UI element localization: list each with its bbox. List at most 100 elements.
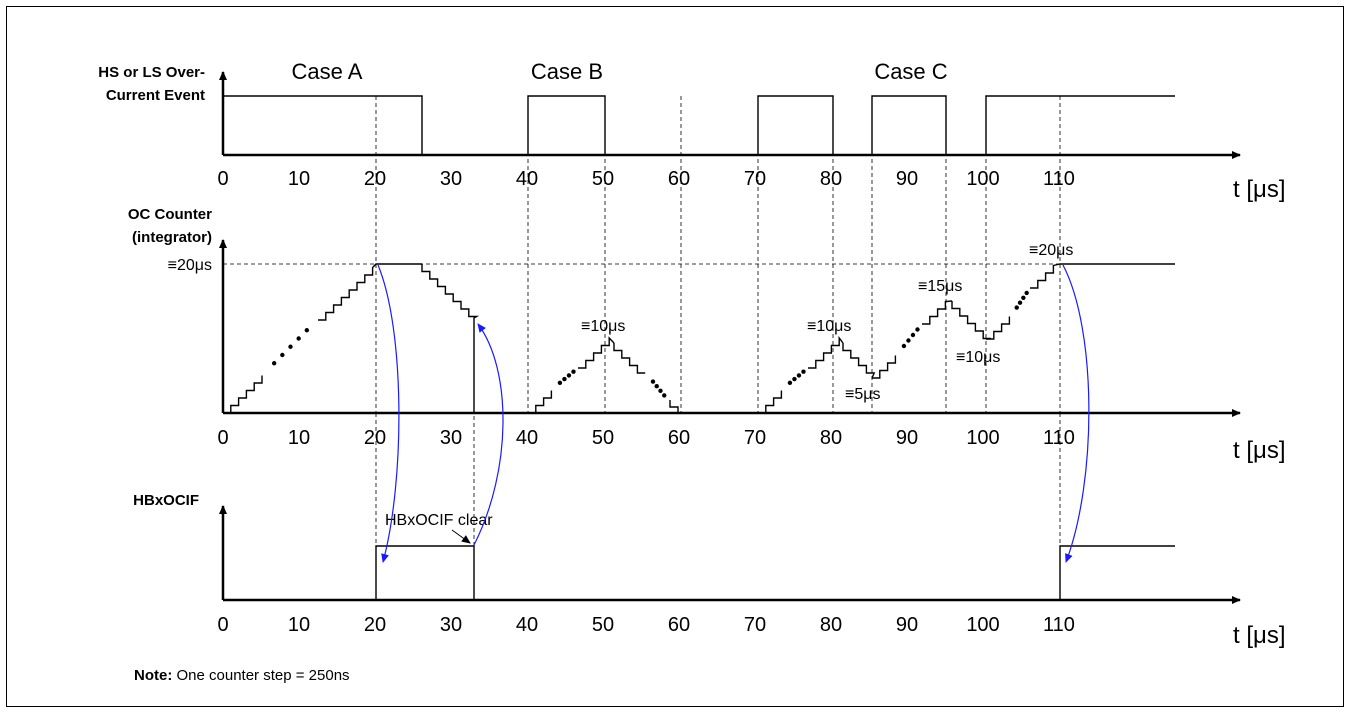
counter-max-label: ≡20μs bbox=[168, 257, 212, 274]
ellipsis-dot bbox=[571, 369, 576, 374]
footnote-text: One counter step = 250ns bbox=[172, 667, 349, 684]
bottom-x-unit: t [μs] bbox=[1233, 622, 1286, 649]
top-tick-labels: 0 10 20 30 40 50 60 70 80 90 100 110 bbox=[217, 168, 1075, 190]
top-ylabel-line2: Current Event bbox=[106, 87, 205, 104]
case-c-peak2-label: ≡15μs bbox=[918, 278, 962, 295]
ellipsis-dot bbox=[562, 376, 567, 382]
x-tick-label: 10 bbox=[288, 427, 310, 449]
middle-tick-labels: 0 10 20 30 40 50 60 70 80 90 100 110 bbox=[217, 427, 1075, 449]
oc-counter-trace bbox=[223, 263, 1175, 414]
x-tick-label: 30 bbox=[440, 614, 462, 636]
case-b-peak-label: ≡10μs bbox=[581, 318, 625, 335]
ellipsis-dot bbox=[304, 328, 310, 333]
top-x-unit: t [μs] bbox=[1233, 176, 1286, 203]
x-tick-label: 80 bbox=[820, 427, 842, 449]
case-c-label: Case C bbox=[874, 59, 947, 84]
case-c-peak1-label: ≡10μs bbox=[807, 318, 851, 335]
x-tick-label: 40 bbox=[516, 614, 538, 636]
x-tick-label: 70 bbox=[744, 427, 766, 449]
flag-clear-arrow bbox=[451, 529, 471, 544]
counter-segment bbox=[872, 355, 897, 379]
x-tick-label: 80 bbox=[820, 614, 842, 636]
ellipsis-dot bbox=[1017, 300, 1023, 305]
x-tick-label: 0 bbox=[217, 614, 228, 636]
ellipsis-dot bbox=[662, 393, 667, 398]
x-tick-label: 0 bbox=[217, 168, 228, 190]
bottom-axes bbox=[219, 505, 1241, 604]
x-tick-label: 30 bbox=[440, 427, 462, 449]
x-tick-label: 100 bbox=[966, 168, 999, 190]
x-tick-label: 50 bbox=[592, 427, 614, 449]
x-tick-label: 40 bbox=[516, 427, 538, 449]
x-tick-label: 100 bbox=[966, 427, 999, 449]
ellipsis-dot bbox=[658, 388, 663, 393]
counter-segment bbox=[421, 264, 480, 413]
x-tick-label: 20 bbox=[364, 168, 386, 190]
x-tick-label: 90 bbox=[896, 427, 918, 449]
counter-segment bbox=[669, 400, 681, 414]
ellipsis-dot bbox=[1014, 305, 1019, 310]
case-b-label: Case B bbox=[531, 59, 603, 84]
footnote: Note: One counter step = 250ns bbox=[134, 667, 350, 684]
top-axes bbox=[219, 71, 1241, 159]
x-tick-label: 100 bbox=[966, 614, 999, 636]
counter-segment bbox=[808, 335, 844, 369]
ellipsis-dot bbox=[650, 379, 656, 384]
ellipsis-dot bbox=[280, 352, 285, 358]
x-tick-label: 90 bbox=[896, 168, 918, 190]
x-tick-label: 60 bbox=[668, 427, 690, 449]
counter-segment bbox=[318, 263, 422, 321]
bottom-ylabel: HBxOCIF bbox=[133, 492, 199, 509]
ellipsis-dot bbox=[557, 380, 563, 385]
x-tick-label: 30 bbox=[440, 168, 462, 190]
ellipsis-dot bbox=[787, 380, 793, 385]
counter-segment bbox=[528, 390, 553, 414]
counter-segment bbox=[922, 300, 953, 325]
middle-ylabel-line1: OC Counter bbox=[128, 206, 212, 223]
overcurrent-signal bbox=[223, 95, 1175, 155]
x-tick-label: 50 bbox=[592, 614, 614, 636]
counter-segment bbox=[758, 390, 783, 414]
x-tick-label: 20 bbox=[364, 614, 386, 636]
clear-counter-arrow-a bbox=[473, 323, 504, 546]
diagram-frame bbox=[6, 6, 1344, 707]
ellipsis-dot bbox=[296, 336, 301, 341]
x-tick-label: 10 bbox=[288, 168, 310, 190]
ellipsis-dot bbox=[271, 361, 277, 366]
ellipsis-dot bbox=[910, 332, 916, 338]
ellipsis-dot bbox=[1024, 290, 1029, 296]
x-tick-label: 110 bbox=[1043, 614, 1075, 636]
x-tick-label: 110 bbox=[1043, 427, 1075, 449]
x-tick-label: 110 bbox=[1043, 168, 1075, 190]
ellipsis-dot bbox=[1021, 295, 1026, 300]
x-tick-label: 0 bbox=[217, 427, 228, 449]
ellipsis-dot bbox=[792, 376, 797, 382]
ellipsis-dot bbox=[566, 373, 572, 378]
x-tick-label: 80 bbox=[820, 168, 842, 190]
counter-segment bbox=[223, 375, 263, 414]
middle-axes bbox=[219, 239, 1241, 417]
middle-ylabel-line2: (integrator) bbox=[132, 229, 212, 246]
x-tick-label: 10 bbox=[288, 614, 310, 636]
counter-segment bbox=[613, 343, 646, 374]
counter-segment bbox=[986, 316, 1011, 340]
footnote-bold: Note: bbox=[134, 667, 172, 684]
middle-x-unit: t [μs] bbox=[1233, 437, 1286, 464]
x-tick-label: 60 bbox=[668, 168, 690, 190]
counter-segment bbox=[951, 301, 992, 340]
x-tick-label: 50 bbox=[592, 168, 614, 190]
case-c-valley2-label: ≡10μs bbox=[956, 349, 1000, 366]
ellipsis-dot bbox=[288, 344, 293, 349]
ellipsis-dot bbox=[906, 338, 911, 343]
x-tick-label: 70 bbox=[744, 614, 766, 636]
flag-clear-label: HBxOCIF clear bbox=[385, 512, 493, 529]
x-tick-label: 40 bbox=[516, 168, 538, 190]
top-ylabel-line1: HS or LS Over- bbox=[98, 64, 205, 81]
case-a-label: Case A bbox=[292, 59, 363, 84]
ellipsis-dot bbox=[915, 327, 920, 332]
case-c-valley1-label: ≡5μs bbox=[845, 386, 880, 403]
ellipsis-dot bbox=[801, 369, 806, 374]
hbxocif-signal bbox=[375, 545, 1175, 600]
ellipsis-dot bbox=[796, 373, 802, 378]
